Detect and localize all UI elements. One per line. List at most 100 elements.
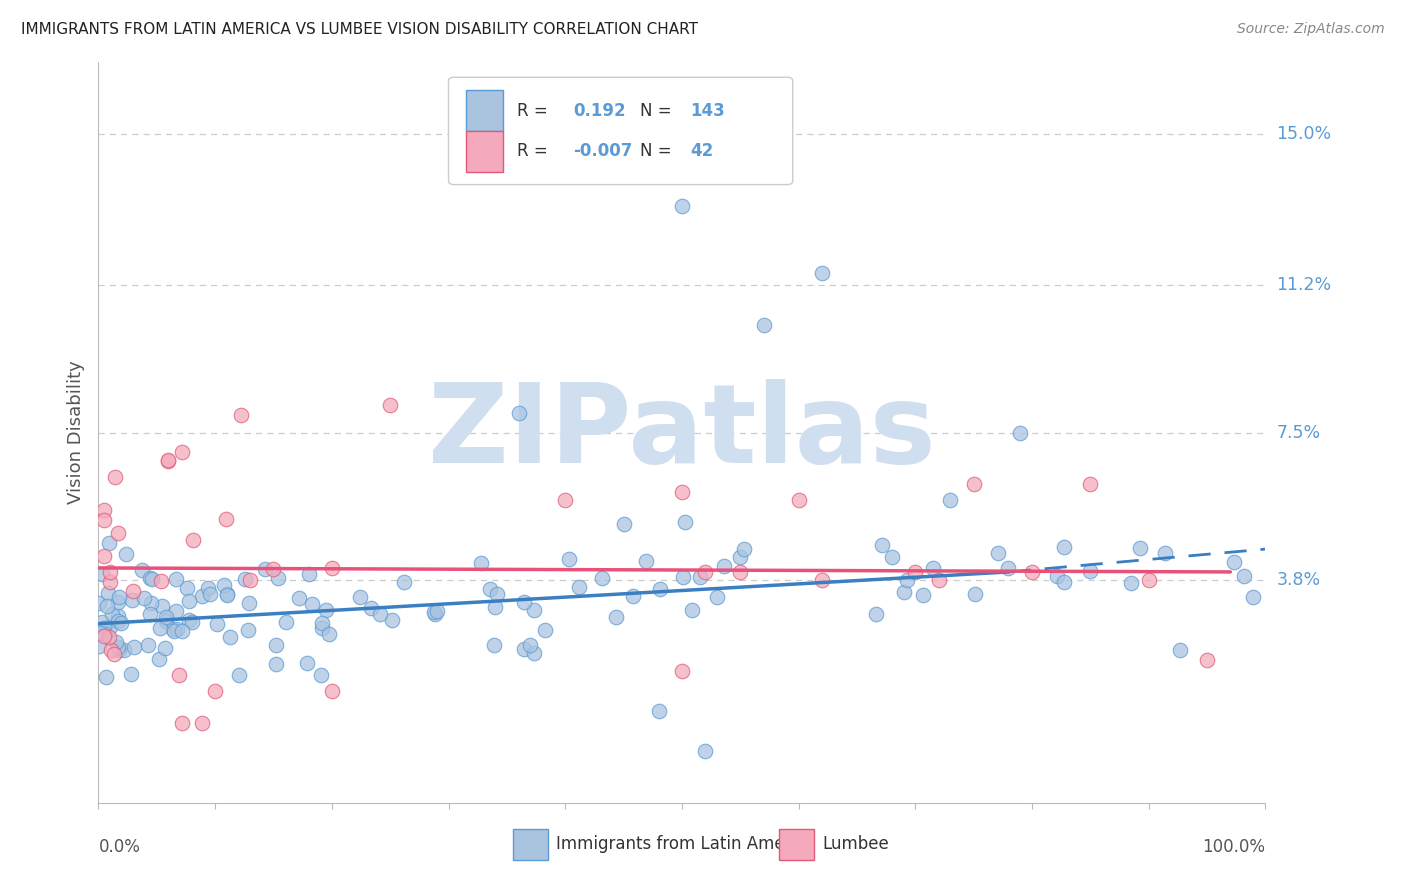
Point (108, 643, 131, 657)
Point (229, 408, 252, 422)
Point (228, 667, 250, 681)
Text: 100.0%: 100.0% (1202, 838, 1265, 855)
Point (165, 572, 187, 586)
Point (172, 445, 194, 459)
Point (112, 643, 135, 657)
Point (204, 684, 226, 698)
Point (648, 582, 671, 596)
Point (139, 607, 162, 622)
Point (534, 623, 557, 637)
Point (928, 573, 950, 587)
Point (1119, 576, 1142, 591)
Point (730, 565, 752, 579)
Point (513, 595, 536, 609)
Point (94, 627, 117, 641)
Text: 7.5%: 7.5% (1277, 424, 1320, 442)
Point (987, 546, 1010, 560)
Point (274, 615, 297, 629)
Point (423, 607, 446, 621)
Point (98, 565, 121, 579)
Point (207, 616, 229, 631)
Point (149, 621, 172, 635)
Point (1223, 555, 1246, 569)
Point (254, 562, 277, 576)
Point (605, 610, 627, 624)
Point (107, 614, 129, 628)
Point (141, 572, 163, 586)
Point (101, 607, 124, 621)
Point (97, 630, 120, 644)
Point (235, 572, 257, 586)
Text: Source: ZipAtlas.com: Source: ZipAtlas.com (1237, 22, 1385, 37)
Point (287, 591, 309, 605)
Point (811, 573, 834, 587)
Point (1078, 564, 1101, 578)
Point (107, 590, 129, 604)
Point (1137, 573, 1160, 587)
Point (733, 542, 755, 557)
Point (713, 558, 735, 573)
Point (150, 574, 173, 589)
Point (568, 580, 591, 594)
Point (730, 549, 752, 564)
Point (681, 603, 703, 617)
Point (321, 684, 343, 698)
Text: IMMIGRANTS FROM LATIN AMERICA VS LUMBEE VISION DISABILITY CORRELATION CHART: IMMIGRANTS FROM LATIN AMERICA VS LUMBEE … (21, 22, 699, 37)
Point (1010, 425, 1032, 440)
Point (91, 615, 114, 629)
Point (107, 609, 129, 624)
Point (752, 318, 775, 333)
Point (318, 626, 340, 640)
Point (97, 536, 120, 550)
Point (138, 638, 160, 652)
Point (93, 628, 115, 642)
Point (107, 640, 129, 654)
Point (321, 561, 343, 575)
Point (107, 595, 129, 609)
Point (1080, 477, 1102, 491)
Point (482, 638, 505, 652)
Point (169, 668, 191, 682)
Point (311, 621, 333, 635)
Point (893, 585, 915, 599)
Point (368, 607, 391, 621)
FancyBboxPatch shape (513, 829, 548, 860)
Point (104, 470, 127, 484)
Y-axis label: Vision Disability: Vision Disability (66, 360, 84, 505)
Point (100, 642, 122, 657)
Point (426, 604, 449, 618)
Point (180, 615, 202, 629)
Point (997, 560, 1019, 574)
Text: 0.192: 0.192 (574, 102, 626, 120)
Point (177, 594, 200, 608)
Point (613, 517, 636, 532)
Point (1021, 565, 1043, 579)
Point (1053, 575, 1076, 590)
Point (706, 590, 728, 604)
Point (120, 667, 142, 681)
Point (621, 589, 644, 603)
Point (1168, 643, 1191, 657)
FancyBboxPatch shape (449, 78, 793, 185)
Point (107, 525, 129, 540)
Point (298, 567, 321, 582)
Point (93, 513, 115, 527)
Point (148, 651, 170, 665)
Point (349, 591, 371, 605)
Point (122, 583, 145, 598)
Point (962, 477, 984, 491)
Point (155, 610, 177, 624)
Point (165, 604, 187, 618)
Point (267, 570, 290, 584)
Point (695, 565, 717, 579)
Text: 143: 143 (690, 102, 725, 120)
Point (485, 587, 508, 601)
Point (132, 591, 155, 606)
Point (96, 669, 118, 683)
Point (380, 398, 402, 412)
Point (315, 603, 337, 617)
Point (673, 515, 696, 529)
FancyBboxPatch shape (465, 131, 503, 171)
Point (105, 635, 128, 649)
Text: N =: N = (640, 102, 672, 120)
